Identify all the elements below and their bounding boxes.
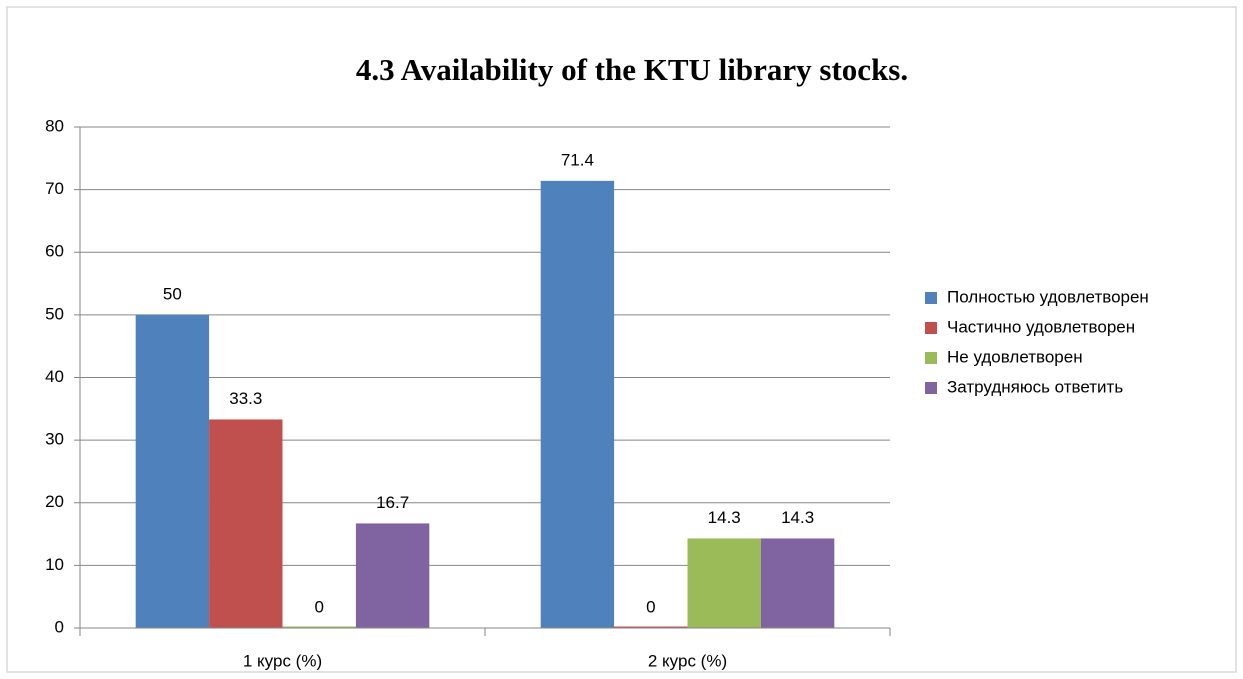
bar: [282, 626, 356, 628]
y-tick-label: 70: [45, 179, 64, 198]
y-tick-label: 50: [45, 304, 64, 323]
data-label: 14.3: [708, 508, 741, 527]
data-label: 50: [163, 284, 182, 303]
x-tick-label: 2 курс (%): [648, 651, 727, 670]
bar: [135, 314, 210, 628]
y-tick-label: 80: [45, 116, 64, 135]
legend-label: Затрудняюсь ответить: [947, 377, 1123, 396]
legend-swatch: [925, 352, 937, 364]
y-tick-label: 40: [45, 367, 64, 386]
bar: [687, 538, 761, 628]
legend-label: Частично удовлетворен: [947, 317, 1135, 336]
y-tick-label: 60: [45, 242, 64, 261]
data-label: 14.3: [781, 508, 814, 527]
data-label: 16.7: [376, 493, 409, 512]
y-tick-label: 10: [45, 555, 64, 574]
legend-label: Полностью удовлетворен: [947, 287, 1149, 306]
y-tick-label: 0: [55, 617, 64, 636]
bar: [540, 180, 615, 629]
legend-swatch: [925, 382, 937, 394]
bar: [355, 523, 430, 628]
legend-label: Не удовлетворен: [947, 347, 1083, 366]
legend-swatch: [925, 292, 937, 304]
legend-swatch: [925, 322, 937, 334]
chart-title: 4.3 Availability of the KTU library stoc…: [356, 52, 908, 87]
data-label: 0: [646, 597, 655, 616]
y-tick-label: 30: [45, 430, 64, 449]
data-label: 0: [314, 597, 323, 616]
data-label: 71.4: [561, 150, 594, 169]
x-tick-label: 1 курс (%): [243, 651, 322, 670]
data-label: 33.3: [229, 389, 262, 408]
bar: [760, 538, 835, 628]
y-tick-label: 20: [45, 492, 64, 511]
bar: [209, 419, 283, 628]
bar: [614, 626, 688, 628]
